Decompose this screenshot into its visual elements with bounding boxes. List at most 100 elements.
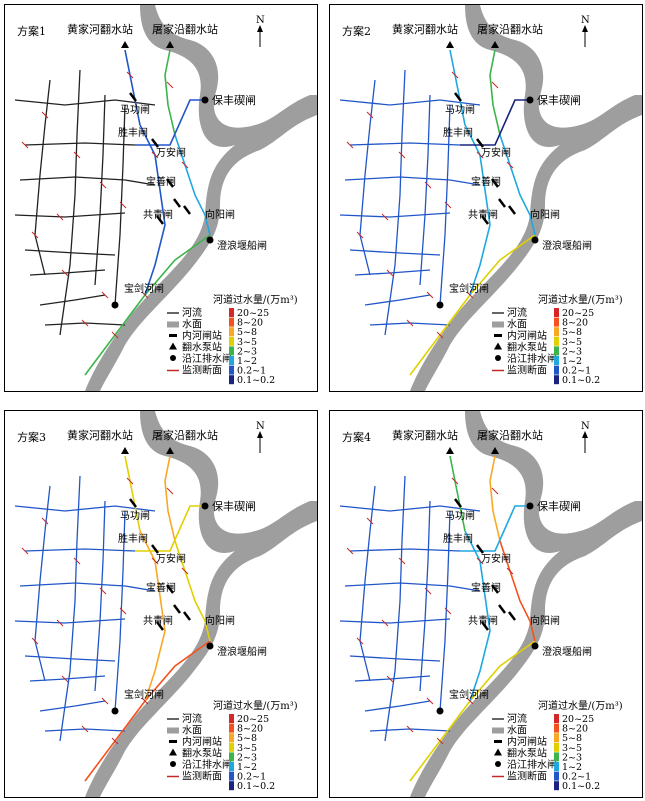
legend-class-label: 0.1~0.2 xyxy=(562,781,600,792)
monitor-section xyxy=(426,291,434,299)
legend-class-swatch xyxy=(554,356,559,365)
monitor-section xyxy=(356,231,364,239)
monitor-section xyxy=(466,291,474,299)
map-label: 共青闸 xyxy=(143,208,173,221)
map-label: 保丰碶闸 xyxy=(537,93,581,107)
legend-class-swatch xyxy=(554,742,559,752)
legend-class-swatch xyxy=(229,308,234,317)
legend-class-label: 8~20 xyxy=(562,724,588,735)
map-label: 宝善闸 xyxy=(146,581,176,594)
map-label: 胜丰闸 xyxy=(443,126,473,139)
monitor-section xyxy=(424,587,432,595)
legend-class-label: 8~20 xyxy=(237,318,263,329)
north-arrow-head xyxy=(257,431,263,438)
river-segment xyxy=(354,269,431,276)
legend-water-swatch xyxy=(167,727,179,734)
river-segment xyxy=(14,618,126,624)
legend-class-label: 1~2 xyxy=(237,762,257,773)
legend-sluice-swatch xyxy=(169,740,177,743)
sluice-gate xyxy=(129,498,137,508)
river-segment xyxy=(364,294,431,306)
sluice-gate xyxy=(166,584,174,594)
river-segment xyxy=(34,79,51,276)
legend-symbol-label: 水面 xyxy=(182,725,202,737)
map-label: 共青闸 xyxy=(468,614,498,627)
legend-symbol-label: 水面 xyxy=(182,319,202,331)
river-segment xyxy=(14,212,126,218)
legend-class-swatch xyxy=(554,336,559,346)
river-segment xyxy=(419,94,431,286)
sluice-gate xyxy=(454,498,462,508)
legend-symbol-label: 监测断面 xyxy=(507,364,547,377)
legend-class-label: 2~3 xyxy=(237,752,257,763)
legend-class-label: 20~25 xyxy=(237,308,269,319)
legend-symbol-label: 水面 xyxy=(507,725,527,737)
legend-class-swatch xyxy=(229,742,234,752)
legend-class-swatch xyxy=(554,317,559,327)
river-north1 xyxy=(449,49,466,126)
monitor-section xyxy=(476,151,484,159)
river-segment xyxy=(439,510,451,712)
legend-class-swatch xyxy=(554,365,559,375)
legend-class-label: 3~5 xyxy=(237,743,257,754)
monitor-section xyxy=(31,637,39,645)
outfall-sluice-icon xyxy=(206,236,214,244)
map-label: 澄浪堰船闸 xyxy=(217,645,267,658)
legend-class-swatch xyxy=(229,752,234,762)
legend-class-label: 5~8 xyxy=(237,733,257,744)
map-label: 宝剑河闸 xyxy=(449,282,489,295)
sluice-gate xyxy=(481,215,489,225)
outfall-sluice-icon xyxy=(206,642,214,650)
river-segment xyxy=(24,249,116,256)
legend-water-swatch xyxy=(167,321,179,328)
river-segment xyxy=(339,618,451,624)
river-segment xyxy=(359,485,376,682)
river-segment xyxy=(24,655,116,662)
river-segment xyxy=(39,700,106,712)
north-label: N xyxy=(256,421,265,432)
map-label: 黄家河翻水站 xyxy=(392,428,458,442)
river-segment xyxy=(19,176,156,186)
map-label: 宝善闸 xyxy=(146,175,176,188)
legend-class-label: 1~2 xyxy=(562,762,582,773)
map-label: 方案3 xyxy=(17,430,46,444)
legend-class-swatch xyxy=(229,771,234,781)
sluice-gate xyxy=(166,178,174,188)
monitor-section xyxy=(398,151,406,159)
north-label: N xyxy=(256,15,265,26)
legend-class-swatch xyxy=(229,723,234,733)
map-label: 万安闸 xyxy=(481,146,511,159)
monitor-section xyxy=(101,291,109,299)
north-label: N xyxy=(581,421,590,432)
legend-class-label: 0.1~0.2 xyxy=(237,781,275,792)
legend-pump-icon xyxy=(494,748,502,756)
river-segment xyxy=(339,212,451,218)
monitor-section xyxy=(406,725,414,733)
outfall-sluice-icon xyxy=(436,301,444,309)
map-label: 保丰碶闸 xyxy=(212,93,256,107)
map-label: 马功闸 xyxy=(120,103,150,116)
map-label: 万安闸 xyxy=(156,552,186,565)
outfall-sluice-icon xyxy=(526,96,534,104)
river-north2 xyxy=(489,49,501,136)
river-north2 xyxy=(164,49,176,136)
legend-title: 河道过水量/(万m³) xyxy=(538,293,623,306)
legend-class-swatch xyxy=(229,346,234,356)
map-label: 澄浪堰船闸 xyxy=(217,239,267,252)
monitor-section xyxy=(21,141,29,149)
panel-scheme-1: 方案1 黄家河翻水站 屠家沿翻水站 保丰碶闸 马功闸 胜丰闸 万安闸 宝善闸 共青闸 向阳闸 澄浪堰… xyxy=(4,4,318,392)
river-segment xyxy=(34,485,51,682)
map-label: 万安闸 xyxy=(481,552,511,565)
monitor-section xyxy=(166,487,174,495)
legend-class-swatch xyxy=(229,714,234,723)
legend-class-label: 20~25 xyxy=(562,308,594,319)
river-east xyxy=(174,134,211,236)
river-segment xyxy=(439,104,451,306)
north-arrow-head xyxy=(582,25,588,32)
legend-symbol-label: 内河闸站 xyxy=(507,329,547,342)
legend-symbol-label: 监测断面 xyxy=(182,364,222,377)
legend-symbol-label: 监测断面 xyxy=(182,770,222,783)
legend-class-swatch xyxy=(554,733,559,743)
